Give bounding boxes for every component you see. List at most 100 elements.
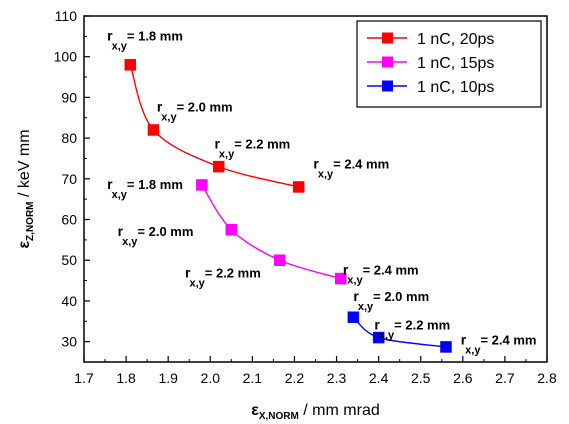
annotation-subscript: x,y (318, 169, 334, 181)
annotation-r: r (118, 223, 124, 239)
legend: 1 nC, 20ps 1 nC, 15ps 1 nC, 10ps (356, 20, 542, 108)
annotation-subscript: x,y (347, 274, 363, 286)
y-axis: 30 40 50 60 70 80 90 100 110 (54, 8, 90, 363)
annotation-subscript: x,y (189, 278, 205, 290)
y-tick-label: 40 (61, 293, 77, 309)
annotation-value: = 2.4 mm (363, 262, 419, 277)
annotation-value: = 2.4 mm (333, 157, 389, 172)
annotation-value: = 2.2 mm (234, 136, 290, 151)
data-point-marker (196, 179, 208, 191)
annotation-label: rx,y= 2.2 mm (374, 316, 450, 341)
y-axis-symbol: ε (16, 241, 33, 249)
y-tick-label: 110 (55, 8, 78, 24)
y-tick-label: 50 (61, 252, 77, 268)
annotation-value: = 2.4 mm (480, 332, 536, 347)
x-tick-label: 2.4 (369, 370, 389, 386)
x-tick-label: 2.3 (327, 370, 347, 386)
x-tick-label: 2.5 (411, 370, 431, 386)
annotation-r: r (343, 261, 349, 277)
annotation-subscript: x,y (112, 189, 128, 201)
x-tick-label: 2.2 (285, 370, 305, 386)
annotation-subscript: x,y (112, 40, 128, 52)
data-point-marker (347, 311, 360, 323)
x-tick-label: 2.6 (453, 370, 473, 386)
annotation-value: = 2.0 mm (137, 224, 193, 239)
data-point-marker (372, 331, 385, 344)
annotation-r: r (107, 27, 113, 43)
annotation-value: = 1.8 mm (127, 28, 183, 43)
x-tick-label: 1.8 (116, 370, 136, 386)
annotation-subscript: x,y (161, 112, 177, 124)
y-tick-label: 70 (61, 171, 77, 187)
x-axis-subscript: X,NORM (259, 411, 299, 422)
y-tick-label: 100 (54, 49, 78, 65)
annotation-subscript: x,y (379, 329, 395, 341)
annotation-r: r (107, 176, 113, 192)
annotation-value: = 2.0 mm (177, 100, 233, 115)
series-line (201, 184, 341, 280)
x-tick-label: 2.0 (201, 370, 221, 386)
legend-marker (382, 56, 393, 68)
annotation-value: = 2.2 mm (205, 266, 261, 281)
x-axis-unit: / mm mrad (299, 402, 380, 419)
data-point-marker (335, 272, 347, 285)
series-line (129, 64, 299, 188)
legend-marker (382, 80, 393, 92)
x-tick-label: 1.7 (74, 370, 94, 386)
series-3 (347, 311, 452, 353)
data-point-marker (273, 254, 286, 266)
x-axis-title: εX,NORM / mm mrad (251, 402, 379, 422)
data-point-marker (225, 223, 238, 236)
legend-label: 1 nC, 10ps (417, 79, 494, 96)
annotation-r: r (214, 135, 220, 151)
annotation-value: = 2.0 mm (373, 289, 429, 304)
annotation-label: rx,y= 2.4 mm (313, 156, 389, 181)
annotation-r: r (185, 265, 191, 281)
annotation-r: r (461, 331, 467, 347)
annotation-label: rx,y= 1.8 mm (107, 176, 183, 201)
annotation-label: rx,y= 2.4 mm (343, 261, 419, 286)
x-axis-symbol: ε (251, 402, 259, 419)
x-tick-label: 2.1 (243, 370, 263, 386)
y-tick-label: 60 (61, 212, 77, 228)
y-tick-label: 80 (61, 130, 77, 146)
annotation-label: rx,y= 2.0 mm (157, 99, 233, 124)
data-point-marker (292, 181, 305, 193)
y-axis-title: εZ,NORM / keV mm (16, 129, 36, 248)
annotation-value: = 2.2 mm (394, 317, 450, 332)
legend-label: 1 nC, 20ps (417, 31, 494, 48)
annotation-r: r (313, 156, 319, 172)
x-axis: 1.7 1.8 1.9 2.0 2.1 2.2 2.3 2.4 2.5 2.6 2.7 2.8 (74, 356, 557, 386)
data-point-marker (440, 341, 452, 353)
annotation-label: rx,y= 2.0 mm (118, 223, 194, 248)
x-tick-label: 2.8 (537, 370, 557, 386)
annotation-subscript: x,y (122, 236, 138, 248)
series-2 (196, 179, 347, 285)
data-point-marker (124, 59, 137, 71)
annotation-label: rx,y= 2.4 mm (461, 331, 537, 356)
legend-label: 1 nC, 15ps (417, 55, 494, 72)
y-tick-label: 90 (61, 89, 77, 105)
y-tick-label: 30 (61, 334, 77, 350)
annotation-label: rx,y= 2.2 mm (214, 135, 290, 160)
x-tick-label: 2.7 (495, 370, 515, 386)
data-point-marker (147, 124, 160, 136)
annotation-label: rx,y= 1.8 mm (107, 27, 183, 52)
annotation-value: = 1.8 mm (127, 177, 183, 192)
annotation-label: rx,y= 2.2 mm (185, 265, 261, 290)
y-axis-unit: / keV mm (16, 129, 33, 201)
annotation-label: rx,y= 2.0 mm (353, 288, 429, 313)
annotation-r: r (374, 316, 380, 332)
annotation-subscript: x,y (358, 301, 374, 313)
y-axis-subscript: Z,NORM (25, 201, 36, 240)
annotation-subscript: x,y (219, 148, 235, 160)
annotation-r: r (353, 288, 359, 304)
legend-marker (382, 32, 393, 44)
x-tick-label: 1.9 (158, 370, 178, 386)
annotation-r: r (157, 99, 163, 115)
data-point-marker (212, 160, 225, 173)
annotation-subscript: x,y (465, 344, 481, 356)
